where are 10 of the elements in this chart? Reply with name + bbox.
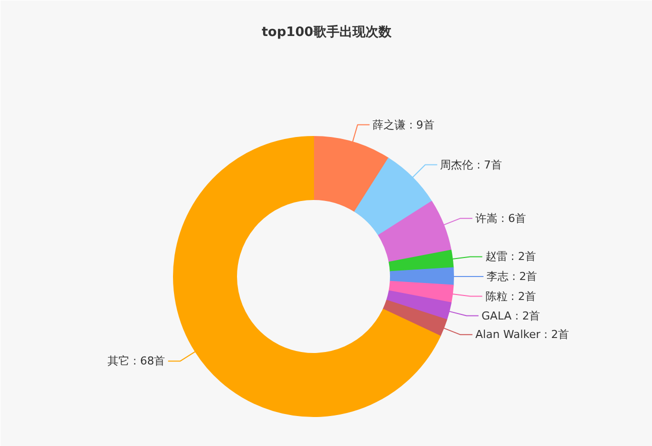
slice-label: 许嵩 : 6首 (475, 212, 526, 225)
slice-label: 李志 : 2首 (486, 270, 538, 283)
slice-label: 薛之谦 : 9首 (372, 118, 434, 132)
slice-label: 陈粒 : 2首 (485, 290, 536, 303)
slice-label: GALA : 2首 (482, 309, 540, 322)
slice-label: 周杰伦 : 7首 (440, 158, 502, 172)
slice-label: 其它 : 68首 (107, 354, 166, 368)
slice-label: Alan Walker : 2首 (475, 328, 570, 342)
slice-label: 赵雷 : 2首 (485, 250, 536, 264)
chart-title: top100歌手出现次数 (262, 24, 392, 40)
